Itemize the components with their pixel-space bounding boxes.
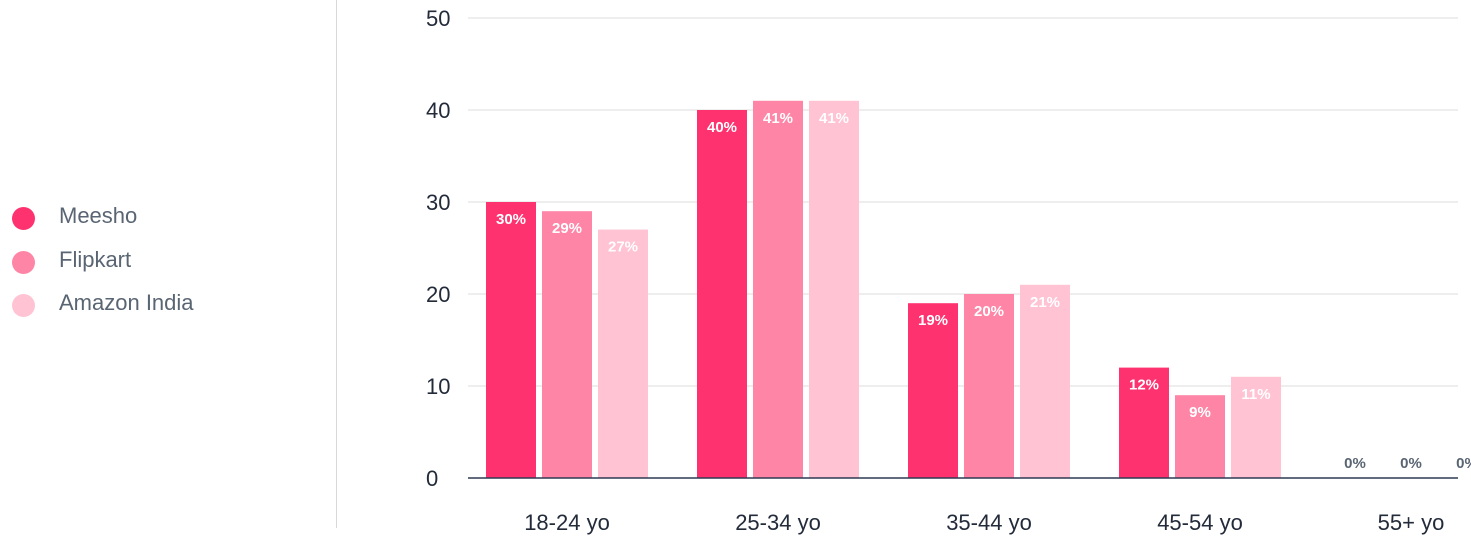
- legend-divider: [336, 0, 337, 528]
- x-tick-label-45-54-yo: 45-54 yo: [1157, 510, 1243, 535]
- legend-item-flipkart: Flipkart: [0, 244, 336, 288]
- bar-flipkart-25-34-yo: [753, 100, 803, 479]
- bar-label-amazon-india-55-yo: 0%: [1456, 455, 1471, 472]
- chart-legend: Meesho Flipkart Amazon India: [0, 200, 336, 331]
- y-tick-label-20: 20: [426, 282, 450, 307]
- bar-flipkart-45-54-yo: [1175, 395, 1225, 478]
- legend-swatch-amazon-india: [12, 294, 35, 317]
- x-tick-label-18-24-yo: 18-24 yo: [524, 510, 610, 535]
- bar-label-flipkart-35-44-yo: 20%: [974, 303, 1004, 320]
- bar-amazon-india-18-24-yo: [598, 229, 648, 478]
- legend-label-flipkart: Flipkart: [59, 246, 132, 272]
- bar-label-meesho-45-54-yo: 12%: [1129, 377, 1159, 394]
- bar-amazon-india-25-34-yo: [809, 100, 859, 479]
- y-tick-label-50: 50: [426, 6, 450, 31]
- legend-label-meesho: Meesho: [59, 203, 138, 228]
- bar-label-meesho-25-34-yo: 40%: [707, 119, 737, 136]
- bar-label-flipkart-55-yo: 0%: [1400, 455, 1422, 472]
- bar-flipkart-18-24-yo: [542, 211, 592, 478]
- bar-meesho-18-24-yo: [486, 202, 536, 478]
- bar-meesho-45-54-yo: [1119, 367, 1169, 478]
- bar-label-amazon-india-45-54-yo: 11%: [1241, 386, 1270, 403]
- legend-item-meesho: Meesho: [0, 200, 336, 244]
- bar-meesho-35-44-yo: [908, 303, 958, 478]
- x-tick-label-35-44-yo: 35-44 yo: [946, 510, 1032, 535]
- bar-meesho-25-34-yo: [697, 110, 747, 478]
- x-tick-label-55-yo: 55+ yo: [1378, 510, 1445, 535]
- bar-label-amazon-india-35-44-yo: 21%: [1030, 294, 1060, 311]
- bar-label-meesho-35-44-yo: 19%: [918, 312, 948, 329]
- legend-swatch-flipkart: [12, 250, 35, 274]
- bar-label-meesho-18-24-yo: 30%: [496, 211, 526, 228]
- bar-label-flipkart-25-34-yo: 41%: [763, 110, 793, 127]
- legend-swatch-meesho: [12, 207, 35, 230]
- bar-label-meesho-55-yo: 0%: [1344, 455, 1366, 472]
- legend-item-amazon-india: Amazon India: [0, 287, 336, 331]
- legend-label-amazon-india: Amazon India: [59, 290, 194, 315]
- x-tick-label-25-34-yo: 25-34 yo: [735, 510, 821, 535]
- y-tick-label-40: 40: [426, 98, 450, 123]
- y-tick-label-30: 30: [426, 190, 450, 215]
- bar-label-flipkart-45-54-yo: 9%: [1189, 404, 1211, 421]
- bar-amazon-india-45-54-yo: [1231, 376, 1281, 478]
- bar-flipkart-35-44-yo: [964, 294, 1014, 478]
- bar-label-flipkart-18-24-yo: 29%: [552, 220, 582, 237]
- bar-amazon-india-35-44-yo: [1020, 284, 1070, 478]
- y-tick-label-10: 10: [426, 374, 450, 399]
- bar-label-amazon-india-25-34-yo: 41%: [819, 110, 849, 127]
- y-tick-label-0: 0: [426, 466, 438, 491]
- bar-label-amazon-india-18-24-yo: 27%: [608, 239, 638, 256]
